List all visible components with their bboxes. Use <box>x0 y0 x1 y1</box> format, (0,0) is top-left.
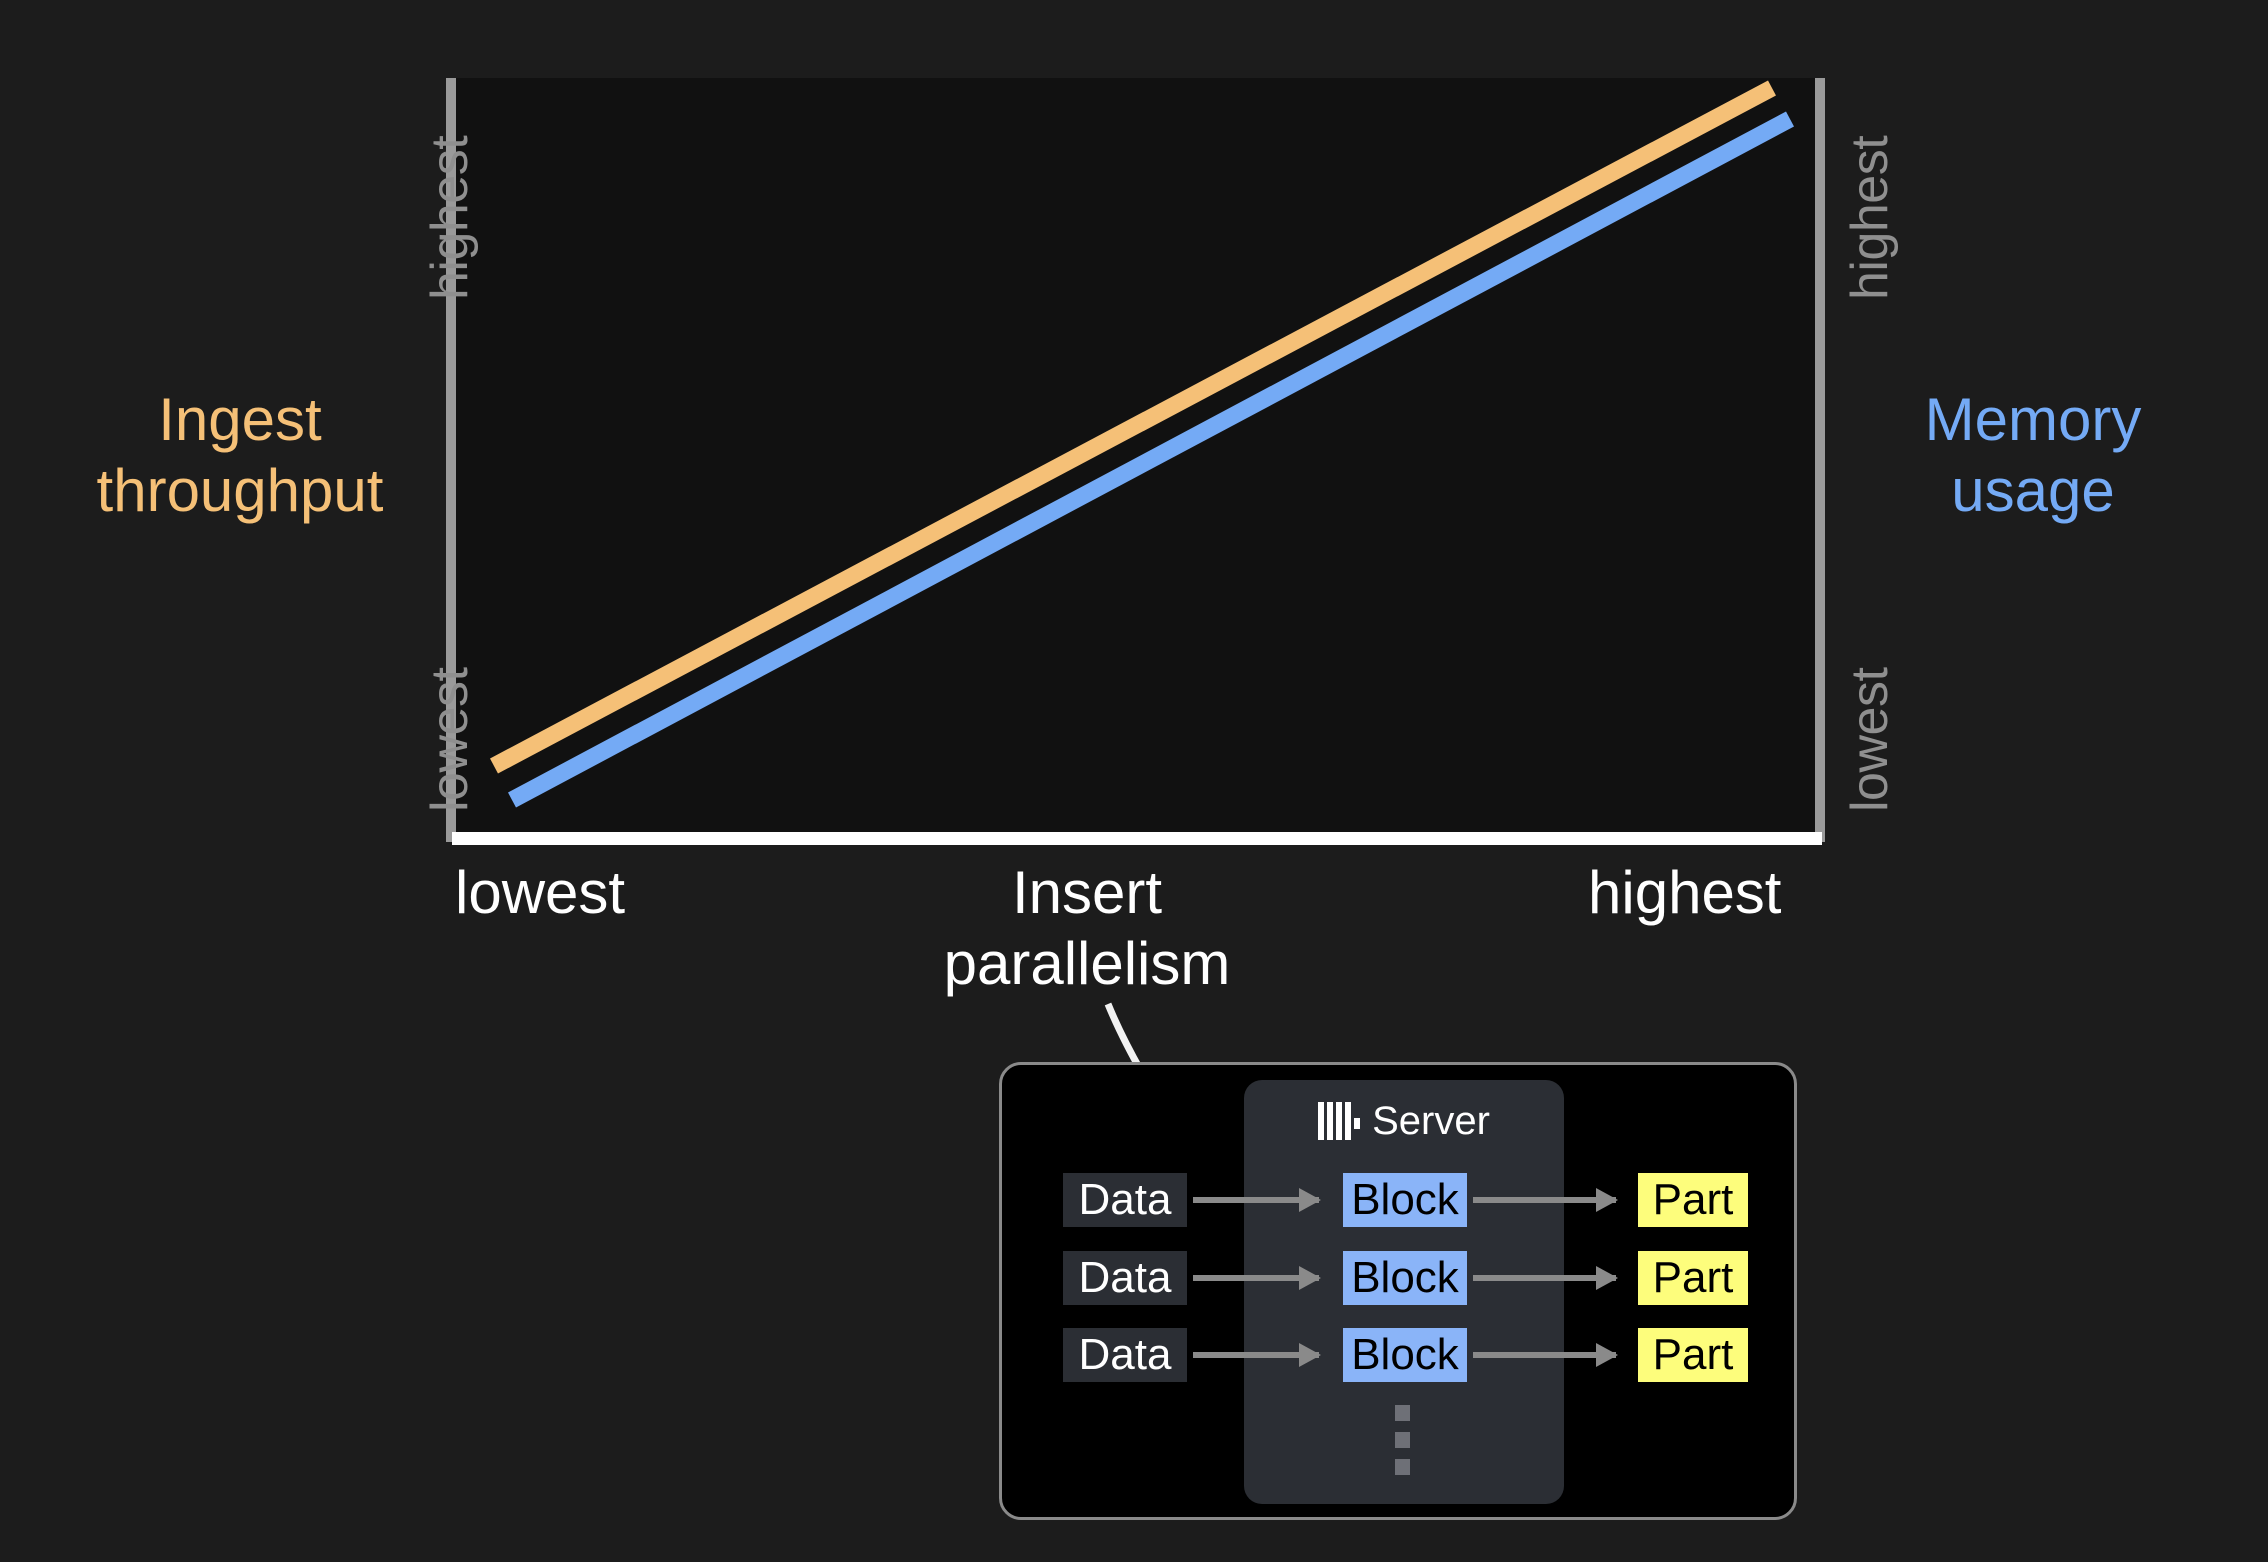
server-label: Server <box>1372 1099 1490 1143</box>
left-axis-tick-lowest: lowest <box>421 667 479 812</box>
part-node: Part <box>1638 1173 1748 1227</box>
arrow-data-to-block <box>1193 1188 1321 1212</box>
left-y-axis-line <box>446 78 456 842</box>
right-axis-tick-highest: highest <box>1841 135 1899 300</box>
arrow-block-to-part <box>1473 1188 1618 1212</box>
right-axis-tick-lowest: lowest <box>1841 667 1899 812</box>
block-node: Block <box>1343 1328 1467 1382</box>
part-node: Part <box>1638 1328 1748 1382</box>
left-axis-tick-highest: highest <box>421 135 479 300</box>
vertical-ellipsis-icon <box>1395 1405 1410 1421</box>
left-axis-title: Ingest throughput <box>96 386 384 524</box>
chart: highest lowest highest lowest Ingest thr… <box>96 78 2142 997</box>
x-axis-tick-highest: highest <box>1588 859 1782 926</box>
arrow-data-to-block <box>1193 1343 1321 1367</box>
server-header: Server <box>1244 1093 1564 1149</box>
vertical-ellipsis-icon <box>1395 1459 1410 1475</box>
data-node: Data <box>1063 1173 1187 1227</box>
block-node: Block <box>1343 1251 1467 1305</box>
arrow-block-to-part <box>1473 1343 1618 1367</box>
part-node: Part <box>1638 1251 1748 1305</box>
x-axis-title: Insert parallelism <box>943 859 1231 997</box>
data-node: Data <box>1063 1251 1187 1305</box>
clickhouse-logo-icon <box>1318 1102 1361 1140</box>
arrow-block-to-part <box>1473 1266 1618 1290</box>
block-node: Block <box>1343 1173 1467 1227</box>
data-node: Data <box>1063 1328 1187 1382</box>
right-axis-title: Memory usage <box>1924 386 2142 524</box>
plot-area <box>452 78 1820 842</box>
arrow-data-to-block <box>1193 1266 1321 1290</box>
right-y-axis-line <box>1815 78 1825 842</box>
vertical-ellipsis-icon <box>1395 1432 1410 1448</box>
x-axis-line <box>452 832 1822 845</box>
x-axis-tick-lowest: lowest <box>455 859 626 926</box>
